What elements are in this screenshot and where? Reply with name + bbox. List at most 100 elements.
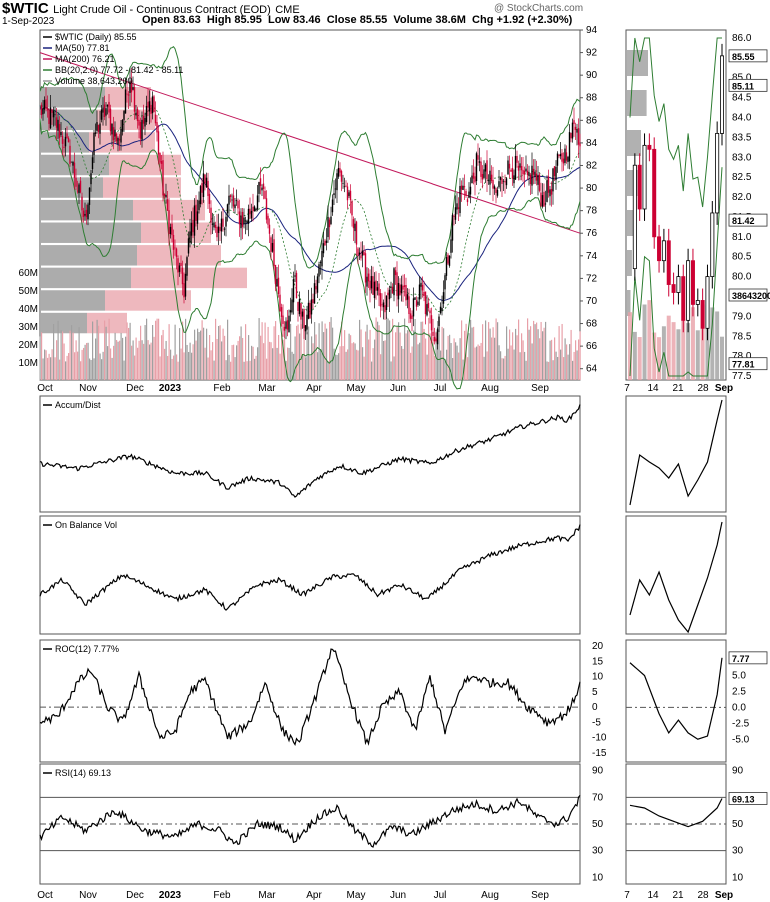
candle-body — [471, 175, 473, 184]
volume-bar — [414, 319, 416, 380]
volume-bar — [74, 352, 76, 380]
bb-lower-line — [39, 118, 581, 390]
volume-bar — [276, 347, 278, 380]
tag-rsi: 69.13 — [732, 794, 755, 804]
zoom-roc-tick: -2.5 — [732, 718, 750, 729]
candle-body — [348, 192, 350, 197]
zoom-roc-tick: -5.0 — [732, 734, 750, 745]
zoom-price-tick: 78.5 — [732, 331, 752, 342]
x-tick: Mar — [258, 890, 276, 901]
candle-body — [193, 205, 196, 236]
candle-body — [508, 163, 511, 169]
volume-bar — [282, 339, 284, 380]
candle-body — [465, 191, 467, 196]
candle-body — [123, 111, 125, 120]
candle-body — [417, 301, 419, 305]
legend-label: $WTIC (Daily) 85.55 — [55, 32, 137, 42]
candle-body — [457, 207, 460, 209]
volume-bar — [572, 360, 574, 380]
volume-bar — [77, 351, 79, 380]
volume-bar — [264, 322, 266, 380]
x-tick: 2023 — [159, 383, 182, 394]
zoom-volume-bar — [671, 322, 676, 380]
zoom-x-tick: 28 — [697, 383, 709, 394]
volume-bar — [267, 326, 269, 380]
candle-body — [64, 136, 67, 147]
volume-bar — [380, 354, 382, 380]
volume-bar — [441, 326, 443, 380]
candle-body — [118, 138, 121, 141]
candle-body — [573, 120, 575, 125]
volume-bar — [356, 349, 358, 380]
volume-bar — [221, 341, 223, 380]
x-tick: Nov — [79, 383, 97, 394]
candle-body — [199, 186, 202, 205]
candle-body — [366, 276, 368, 287]
volume-bar — [245, 324, 247, 380]
candle-body — [172, 234, 175, 250]
volume-bar — [536, 322, 538, 380]
candle-body — [84, 213, 86, 216]
candle-body — [306, 314, 308, 330]
candle-body — [426, 304, 428, 316]
zoom-price-tick: 80.5 — [732, 252, 752, 263]
price-tick: 68 — [586, 319, 598, 330]
zoom-candle-body — [715, 133, 720, 214]
volume-bar — [110, 348, 112, 380]
candle-body — [150, 104, 152, 114]
candle-body — [331, 199, 334, 213]
price-tick: 86 — [586, 115, 598, 126]
volume-bar — [194, 329, 196, 380]
volume-bar — [510, 345, 512, 380]
candle-body — [555, 166, 557, 181]
candle-body — [420, 282, 422, 287]
volume-bar — [534, 324, 536, 380]
candle-body — [487, 180, 490, 182]
candle-body — [579, 142, 581, 147]
volume-value: Volume 38.6M — [393, 14, 466, 26]
price-tick: 78 — [586, 206, 598, 217]
volume-bar — [123, 360, 125, 380]
ma50-line — [39, 105, 581, 302]
volume-bar — [372, 348, 374, 380]
candle-body — [183, 283, 185, 298]
candle-body — [190, 222, 193, 236]
candle-body — [546, 180, 548, 202]
volume-bar — [449, 334, 451, 380]
x-tick: Aug — [481, 383, 499, 394]
zoom-vbp-bar — [627, 50, 648, 76]
zoom-roc-tick: 2.5 — [732, 686, 746, 697]
candle-body — [291, 299, 293, 313]
candle-body — [90, 173, 92, 185]
volume-bar — [270, 342, 272, 380]
volume-bar — [207, 357, 209, 380]
volume-bar — [374, 339, 376, 380]
volume-bar — [291, 351, 293, 380]
volume-bar — [447, 335, 449, 380]
candle-body — [88, 187, 91, 205]
volume-bar — [330, 317, 332, 380]
x-tick: Apr — [306, 383, 322, 394]
zoom-candle-body — [652, 148, 657, 238]
candle-body — [222, 218, 224, 227]
candle-body — [318, 264, 320, 277]
candle-body — [70, 161, 73, 163]
volume-bar — [437, 321, 439, 380]
volume-bar — [509, 329, 511, 380]
volume-bar — [111, 357, 113, 380]
volume-bar — [347, 349, 349, 380]
volume-bar — [186, 344, 188, 380]
candle-body — [136, 108, 139, 121]
volume-bar — [557, 356, 559, 380]
volume-bar — [420, 321, 422, 380]
candle-body — [424, 291, 427, 315]
candle-body — [507, 160, 509, 175]
volume-tick: 10M — [19, 358, 38, 369]
legend-label: On Balance Vol — [55, 520, 117, 530]
volume-bar — [392, 318, 394, 380]
volume-bar — [191, 352, 193, 380]
volume-bar — [492, 327, 494, 380]
volume-bar — [243, 361, 245, 380]
candle-body — [456, 203, 458, 210]
candle-body — [432, 331, 434, 336]
